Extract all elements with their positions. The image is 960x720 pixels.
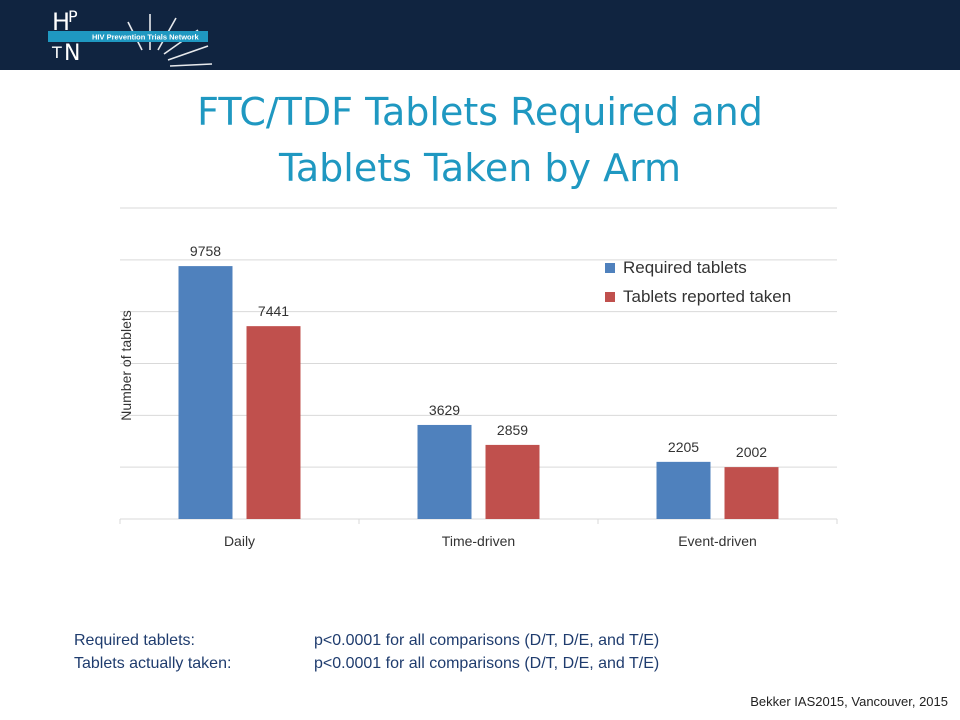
legend-label: Required tablets bbox=[623, 258, 747, 277]
y-axis-label: Number of tablets bbox=[118, 310, 134, 421]
legend-swatch bbox=[605, 292, 615, 302]
x-tick-label: Daily bbox=[224, 533, 255, 549]
hptn-logo: HIV Prevention Trials Network H P T N bbox=[48, 7, 213, 67]
bar-taken bbox=[724, 467, 779, 519]
logo-letter-h: H bbox=[52, 8, 70, 36]
data-label: 9758 bbox=[190, 243, 221, 259]
bar-required bbox=[178, 266, 233, 519]
logo-letter-p: P bbox=[68, 7, 78, 26]
footnote-1-label: Required tablets: bbox=[74, 632, 195, 649]
logo-org-name: HIV Prevention Trials Network bbox=[92, 33, 200, 42]
bar-required bbox=[417, 424, 472, 519]
data-label: 3629 bbox=[429, 402, 460, 418]
data-label: 2002 bbox=[736, 444, 767, 460]
footnote-2-label: Tablets actually taken: bbox=[74, 655, 232, 672]
logo-letter-n: N bbox=[64, 41, 80, 66]
x-tick-label: Time-driven bbox=[442, 533, 515, 549]
data-label: 2859 bbox=[497, 422, 528, 438]
citation: Bekker IAS2015, Vancouver, 2015 bbox=[750, 694, 948, 709]
data-label: 2205 bbox=[668, 439, 699, 455]
bar-taken bbox=[485, 444, 540, 519]
footnote-2-text: p<0.0001 for all comparisons (D/T, D/E, … bbox=[314, 655, 660, 672]
bar-chart: Daily 9758 7441 Time-driven 3629 2859 Event-dr… bbox=[118, 207, 838, 549]
legend-swatch bbox=[605, 263, 615, 273]
legend-label: Tablets reported taken bbox=[623, 287, 791, 306]
logo-letter-t: T bbox=[51, 43, 62, 62]
x-tick-label: Event-driven bbox=[678, 533, 757, 549]
slide-title-line-2: Tablets Taken by Arm bbox=[278, 146, 682, 190]
bar-taken bbox=[246, 326, 301, 519]
data-label: 7441 bbox=[258, 303, 289, 319]
footnote-1-text: p<0.0001 for all comparisons (D/T, D/E, … bbox=[314, 632, 660, 649]
header-bar: HIV Prevention Trials Network H P T N bbox=[0, 0, 960, 70]
slide-title-line-1: FTC/TDF Tablets Required and bbox=[197, 90, 763, 134]
slide-title: FTC/TDF Tablets Required and Tablets Tak… bbox=[60, 84, 900, 196]
bar-required bbox=[656, 461, 711, 519]
